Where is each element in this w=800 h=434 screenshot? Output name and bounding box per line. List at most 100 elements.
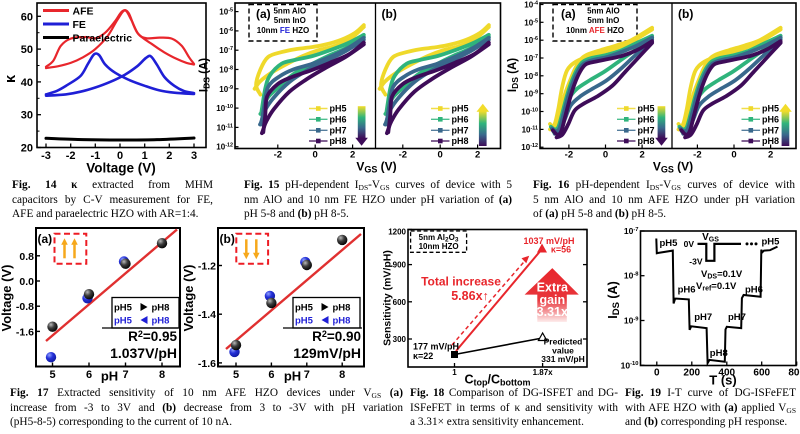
svg-text:Paraelectric: Paraelectric (73, 32, 133, 44)
svg-text:10-8: 10-8 (624, 271, 639, 281)
svg-text:κ: κ (3, 74, 19, 83)
svg-text:pH5: pH5 (114, 316, 133, 327)
svg-text:κ=22: κ=22 (413, 351, 433, 361)
svg-text:2: 2 (166, 150, 172, 162)
svg-text:Vref=0.1V: Vref=0.1V (696, 281, 737, 293)
svg-text:300: 300 (393, 335, 407, 344)
svg-text:pH8: pH8 (152, 303, 170, 314)
svg-text:5: 5 (49, 369, 55, 381)
svg-text:129mV/pH: 129mV/pH (293, 345, 361, 361)
svg-text:0.8: 0.8 (19, 251, 34, 263)
svg-text:6: 6 (268, 369, 274, 381)
svg-text:-2: -2 (274, 150, 282, 161)
svg-text:400: 400 (718, 368, 735, 379)
svg-text:pH7: pH7 (728, 312, 746, 323)
svg-text:(b): (b) (678, 7, 693, 21)
svg-text:pH6: pH6 (745, 284, 763, 295)
svg-text:10-9: 10-9 (219, 85, 233, 94)
svg-text:pH6: pH6 (638, 115, 655, 125)
svg-text:pH5: pH5 (295, 303, 314, 314)
svg-text:10-12: 10-12 (521, 143, 538, 152)
svg-text:10-10: 10-10 (521, 108, 538, 117)
svg-text:3.31x: 3.31x (537, 305, 568, 319)
svg-text:10-8: 10-8 (219, 66, 233, 75)
svg-text:10-5: 10-5 (219, 8, 233, 17)
svg-text:pH8: pH8 (452, 136, 469, 146)
svg-text:1: 1 (142, 150, 148, 162)
svg-text:10-10: 10-10 (621, 360, 639, 370)
svg-text:pH6: pH6 (678, 284, 696, 295)
svg-text:10-8: 10-8 (524, 72, 538, 81)
svg-text:VDS=0.1V: VDS=0.1V (701, 269, 743, 281)
svg-text:R2=0.90: R2=0.90 (312, 329, 361, 344)
svg-text:50: 50 (21, 44, 33, 56)
svg-text:pH7: pH7 (452, 126, 469, 136)
svg-text:VGS: VGS (702, 232, 719, 244)
svg-text:0: 0 (438, 150, 443, 161)
svg-text:-2: -2 (66, 150, 76, 162)
svg-text:IDS (A): IDS (A) (199, 58, 212, 92)
svg-text:5nm InO: 5nm InO (587, 16, 619, 25)
svg-text:IDS (A): IDS (A) (606, 281, 622, 319)
svg-text:pH8: pH8 (152, 316, 170, 327)
svg-text:Voltage (V): Voltage (V) (181, 265, 196, 332)
svg-text:-1.6: -1.6 (198, 358, 216, 370)
svg-text:0: 0 (603, 150, 608, 161)
svg-text:900: 900 (393, 261, 407, 270)
svg-text:200: 200 (683, 368, 700, 379)
svg-text:pH7: pH7 (330, 126, 347, 136)
svg-text:Sensitivity (mV/pH): Sensitivity (mV/pH) (382, 250, 394, 346)
svg-text:pH7: pH7 (762, 126, 779, 136)
svg-text:800: 800 (788, 368, 800, 379)
svg-text:pH8: pH8 (333, 303, 351, 314)
svg-text:5nm InO: 5nm InO (274, 16, 306, 25)
svg-text:value: value (552, 345, 574, 355)
svg-text:(b): (b) (382, 7, 397, 21)
svg-text:5nm AlO: 5nm AlO (273, 7, 306, 16)
svg-text:R2=0.95: R2=0.95 (128, 329, 177, 344)
svg-text:(a): (a) (561, 7, 576, 21)
svg-text:pH8: pH8 (333, 316, 351, 327)
svg-text:1.87x: 1.87x (533, 368, 554, 377)
svg-text:177 mV/pH: 177 mV/pH (413, 342, 459, 352)
svg-text:Voltage (V): Voltage (V) (0, 265, 14, 332)
svg-text:1.037V/pH: 1.037V/pH (110, 345, 177, 361)
svg-text:1037 mV/pH: 1037 mV/pH (523, 236, 574, 246)
svg-text:10nm AFE HZO: 10nm AFE HZO (566, 26, 624, 35)
svg-text:-1.4: -1.4 (198, 309, 216, 321)
svg-text:331 mV/pH: 331 mV/pH (541, 354, 584, 364)
svg-text:pH5: pH5 (638, 104, 655, 114)
svg-text:(a): (a) (38, 232, 53, 246)
svg-text:AFE: AFE (73, 5, 94, 17)
svg-text:pH5: pH5 (330, 104, 347, 114)
svg-text:pH8: pH8 (638, 136, 655, 146)
svg-text:10-5: 10-5 (524, 18, 538, 27)
svg-text:pH5: pH5 (660, 238, 679, 249)
svg-text:gain: gain (539, 293, 565, 307)
svg-text:pH6: pH6 (762, 115, 779, 125)
svg-text:-3: -3 (41, 150, 51, 162)
svg-text:8: 8 (339, 369, 345, 381)
svg-text:600: 600 (393, 298, 407, 307)
svg-text:40: 40 (21, 77, 33, 89)
svg-text:T (s): T (s) (709, 373, 736, 388)
svg-text:10-6: 10-6 (219, 27, 233, 36)
svg-text:pH: pH (101, 369, 118, 384)
svg-text:-2: -2 (565, 150, 573, 161)
svg-text:10nm HZO: 10nm HZO (419, 242, 459, 251)
svg-text:10-7: 10-7 (219, 46, 233, 55)
svg-text:-2: -2 (399, 150, 407, 161)
svg-text:0: 0 (731, 150, 736, 161)
svg-text:Extra: Extra (537, 281, 569, 295)
svg-text:10-9: 10-9 (524, 90, 538, 99)
svg-text:5nm AlO: 5nm AlO (587, 7, 620, 16)
svg-text:20: 20 (21, 143, 33, 155)
svg-text:-2: -2 (693, 150, 701, 161)
svg-text:pH8: pH8 (710, 348, 728, 359)
svg-text:5nm Al2O3: 5nm Al2O3 (419, 233, 459, 244)
svg-text:pH: pH (284, 369, 301, 384)
svg-text:pH5: pH5 (452, 104, 469, 114)
svg-text:pH5: pH5 (114, 303, 133, 314)
svg-text:2: 2 (639, 150, 644, 161)
svg-text:pH6: pH6 (452, 115, 469, 125)
